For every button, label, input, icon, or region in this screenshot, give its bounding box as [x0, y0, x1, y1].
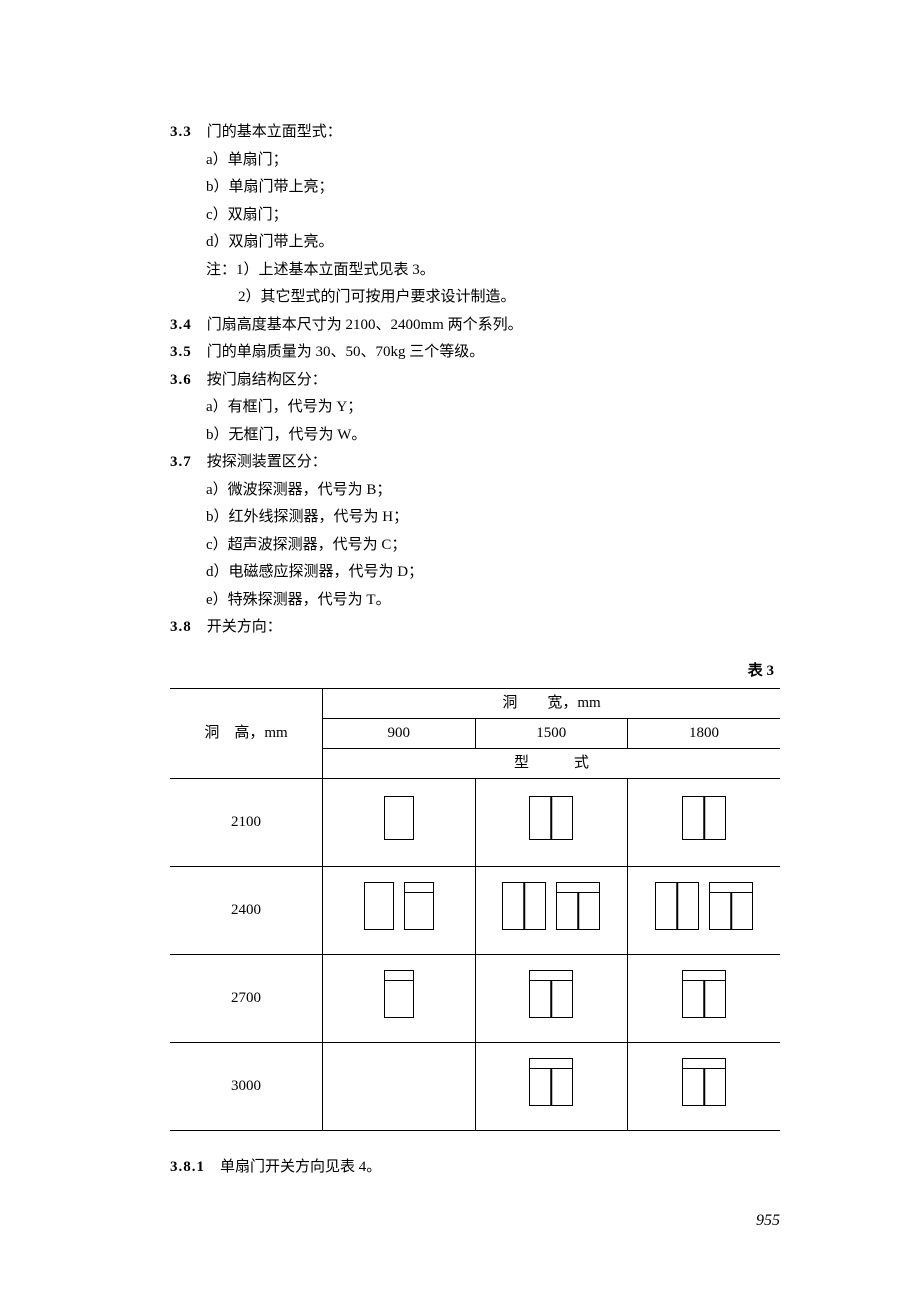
door-cell: [475, 1043, 628, 1131]
row-header-label: 洞 高，mm: [170, 689, 323, 779]
section-num: 3.5: [170, 344, 192, 360]
double-door-icon: [655, 882, 699, 930]
section-title: 按探测装置区分：: [207, 454, 327, 470]
single-door-transom-icon: [404, 882, 434, 930]
door-cell: [628, 955, 781, 1043]
section-num: 3.8: [170, 619, 192, 635]
section-title: 按门扇结构区分：: [207, 372, 327, 388]
row-header: 2100: [170, 779, 323, 867]
section-3-7-heading: 3.7 按探测装置区分：: [170, 450, 780, 476]
section-title: 门的基本立面型式：: [207, 124, 342, 140]
list-item: b）无框门，代号为 W。: [170, 423, 780, 449]
note-label: 注：: [206, 262, 236, 278]
door-cell: [323, 779, 476, 867]
list-item: a）单扇门；: [170, 148, 780, 174]
double-door-icon: [502, 882, 546, 930]
list-item: e）特殊探测器，代号为 T。: [170, 588, 780, 614]
section-num: 3.6: [170, 372, 192, 388]
door-cell: [475, 779, 628, 867]
table-3: 表 3 洞 高，mm 洞 宽，mm 900 1500 1800 型 式 2100…: [170, 659, 780, 1132]
door-cell: [323, 867, 476, 955]
door-cell: [628, 867, 781, 955]
col-group-label: 洞 宽，mm: [323, 689, 781, 719]
door-cell: [323, 1043, 476, 1131]
section-num: 3.8.1: [170, 1159, 205, 1175]
section-text: 门的单扇质量为 30、50、70kg 三个等级。: [207, 344, 485, 360]
single-door-transom-icon: [384, 970, 414, 1018]
list-item: d）电磁感应探测器，代号为 D；: [170, 560, 780, 586]
door-type-table: 洞 高，mm 洞 宽，mm 900 1500 1800 型 式 21002400…: [170, 688, 780, 1131]
section-text: 门扇高度基本尺寸为 2100、2400mm 两个系列。: [207, 317, 523, 333]
double-door-icon: [529, 796, 573, 840]
double-door-transom-icon: [529, 1058, 573, 1106]
row-header: 2400: [170, 867, 323, 955]
type-row-label: 型 式: [323, 749, 781, 779]
list-item: c）双扇门；: [170, 203, 780, 229]
section-3-3-heading: 3.3 门的基本立面型式：: [170, 120, 780, 146]
section-text: 单扇门开关方向见表 4。: [220, 1159, 381, 1175]
section-3-4: 3.4 门扇高度基本尺寸为 2100、2400mm 两个系列。: [170, 313, 780, 339]
double-door-transom-icon: [556, 882, 600, 930]
double-door-transom-icon: [682, 970, 726, 1018]
door-cell: [475, 867, 628, 955]
section-num: 3.4: [170, 317, 192, 333]
section-3-5: 3.5 门的单扇质量为 30、50、70kg 三个等级。: [170, 340, 780, 366]
list-item: b）单扇门带上亮；: [170, 175, 780, 201]
section-title: 开关方向：: [207, 619, 282, 635]
list-item: b）红外线探测器，代号为 H；: [170, 505, 780, 531]
door-cell: [323, 955, 476, 1043]
col-header: 1500: [475, 719, 628, 749]
single-door-icon: [364, 882, 394, 930]
double-door-icon: [682, 796, 726, 840]
double-door-transom-icon: [529, 970, 573, 1018]
list-item: a）微波探测器，代号为 B；: [170, 478, 780, 504]
list-item: c）超声波探测器，代号为 C；: [170, 533, 780, 559]
door-cell: [628, 779, 781, 867]
single-door-icon: [384, 796, 414, 840]
page-number: 955: [170, 1207, 780, 1234]
door-cell: [628, 1043, 781, 1131]
notes-line: 注：1）上述基本立面型式见表 3。: [170, 258, 780, 284]
section-num: 3.7: [170, 454, 192, 470]
col-header: 1800: [628, 719, 781, 749]
door-cell: [475, 955, 628, 1043]
section-3-8-heading: 3.8 开关方向：: [170, 615, 780, 641]
double-door-transom-icon: [709, 882, 753, 930]
note-item: 2）其它型式的门可按用户要求设计制造。: [170, 285, 780, 311]
section-3-8-1: 3.8.1 单扇门开关方向见表 4。: [170, 1155, 780, 1181]
section-num: 3.3: [170, 124, 192, 140]
list-item: a）有框门，代号为 Y；: [170, 395, 780, 421]
col-header: 900: [323, 719, 476, 749]
row-header: 2700: [170, 955, 323, 1043]
list-item: d）双扇门带上亮。: [170, 230, 780, 256]
double-door-transom-icon: [682, 1058, 726, 1106]
table-caption: 表 3: [170, 659, 780, 685]
row-header: 3000: [170, 1043, 323, 1131]
note-item: 1）上述基本立面型式见表 3。: [236, 262, 435, 278]
section-3-6-heading: 3.6 按门扇结构区分：: [170, 368, 780, 394]
